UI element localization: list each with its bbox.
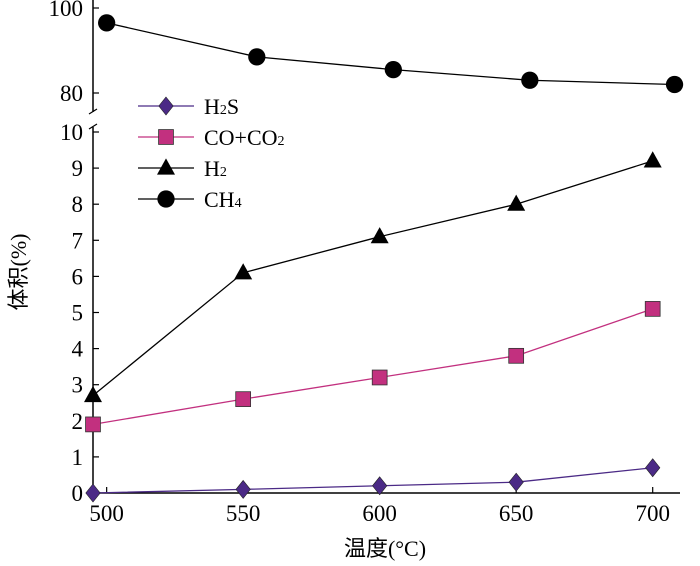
y-tick-label: 9 (72, 156, 84, 181)
series-circle (98, 14, 684, 94)
y-tick-label: 6 (72, 264, 84, 289)
data-point-circle (521, 71, 539, 89)
data-point-circle (248, 48, 266, 66)
x-axis-label: 温度(°C) (344, 536, 426, 561)
data-point-diamond (508, 472, 524, 492)
plot-area (84, 14, 684, 503)
data-point-triangle (234, 263, 253, 280)
legend-item: CH4 (138, 187, 242, 212)
x-tick-label: 500 (89, 501, 124, 526)
data-point-diamond (235, 479, 251, 499)
data-point-diamond (158, 96, 174, 116)
legend-label-main: H (204, 94, 220, 119)
data-point-triangle (370, 227, 389, 244)
data-point-triangle (507, 194, 526, 211)
y-axis-break-mark (88, 108, 98, 115)
y-tick-label: 2 (72, 409, 84, 434)
data-point-square (85, 416, 101, 433)
y-axis-break-mark (88, 123, 98, 130)
y-tick-label: 1 (72, 445, 84, 470)
data-point-square (371, 369, 388, 386)
data-point-circle (384, 60, 402, 79)
legend-item: CO+CO2 (138, 125, 285, 150)
data-point-triangle (157, 158, 175, 175)
data-point-diamond (645, 458, 661, 478)
y-tick-label: 80 (60, 81, 83, 106)
y-tick-label: 7 (72, 228, 84, 253)
y-tick-label: 4 (72, 337, 84, 362)
data-point-circle (665, 75, 684, 94)
y-tick-label: 5 (72, 301, 84, 326)
x-tick-label: 550 (226, 501, 261, 526)
series-diamond (85, 458, 661, 503)
data-point-square (508, 347, 525, 364)
legend-label-tail: S (227, 94, 239, 119)
legend-label-sub: 4 (235, 196, 242, 211)
legend-label-sub: 2 (220, 103, 227, 118)
data-point-square (158, 129, 174, 145)
y-tick-label: 8 (72, 192, 84, 217)
x-tick-label: 600 (362, 501, 397, 526)
legend-label-main: CH (204, 187, 235, 212)
y-tick-label: 100 (49, 0, 84, 21)
data-point-triangle (643, 151, 662, 168)
legend-label-main: CO+CO (204, 125, 278, 150)
data-point-circle (98, 14, 116, 32)
axes: 0 1 2 3 4 5 6 7 8 9 10 80 100 500 550 600 650 700 (49, 0, 680, 526)
data-point-square (235, 391, 252, 407)
series-line (92, 160, 653, 397)
legend-item: H2 (138, 156, 227, 181)
legend-label-sub: 2 (220, 165, 227, 180)
data-point-circle (157, 190, 175, 208)
data-point-square (644, 301, 661, 317)
series-triangle (84, 151, 662, 403)
x-tick-label: 700 (635, 501, 670, 526)
x-tick-label: 650 (499, 501, 534, 526)
legend-label: CH4 (204, 187, 242, 212)
legend-label: H2 (204, 156, 227, 181)
legend-label: CO+CO2 (204, 125, 285, 150)
data-point-triangle (84, 385, 102, 403)
legend-label-sub: 2 (278, 134, 285, 149)
legend-label: H2S (204, 94, 239, 119)
y-tick-label: 0 (72, 481, 84, 506)
data-point-diamond (372, 476, 388, 496)
y-tick-label: 3 (72, 373, 84, 398)
data-point-diamond (85, 483, 101, 503)
legend-item: H2S (138, 94, 239, 119)
series-line (92, 467, 653, 494)
legend-label-main: H (204, 156, 220, 181)
series-square (85, 301, 661, 433)
y-tick-label: 10 (60, 120, 83, 145)
y-axis-label: 体积(%) (6, 234, 31, 311)
